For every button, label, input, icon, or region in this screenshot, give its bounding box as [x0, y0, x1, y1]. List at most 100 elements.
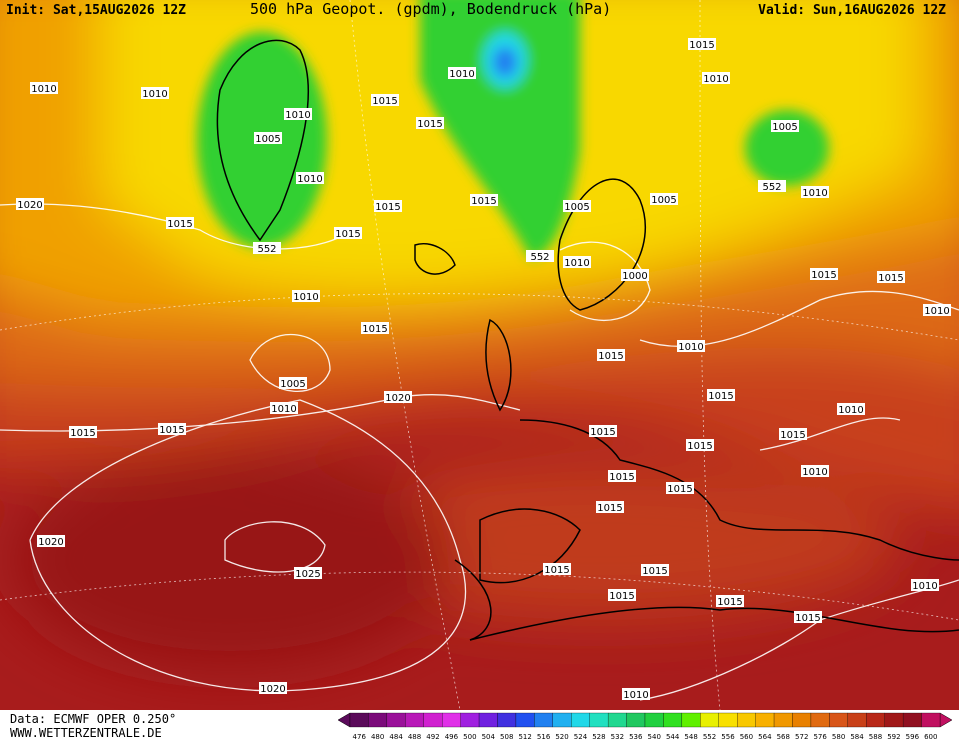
isobar-labels: 1010 1010 1010 1005 1010 1015 1020 552 1010 1015 1…: [16, 38, 951, 701]
isobar-label-bg: [384, 391, 412, 403]
isobar-label-bg: [253, 242, 281, 254]
colorbar-label: 576: [813, 733, 827, 741]
isobar-label-bg: [758, 180, 786, 192]
isobar-label-bg: [563, 200, 591, 212]
colorbar-label: 580: [832, 733, 845, 741]
isobar-label-bg: [608, 589, 636, 601]
isobar-label-bg: [416, 117, 444, 129]
isobar-label-bg: [543, 563, 571, 575]
isobar-label: 552: [530, 252, 549, 263]
site-url: WWW.WETTERZENTRALE.DE: [10, 726, 162, 740]
isobar-label: 1015: [609, 472, 634, 483]
isobar-label-bg: [771, 120, 799, 132]
isobar-label-bg: [801, 465, 829, 477]
colorbar-label: 544: [666, 733, 680, 741]
colorbar-swatch: [405, 712, 424, 728]
colorbar: 476 480 484 488 492 496 500 504 508 512 516 520 524 5…: [337, 712, 953, 741]
colorbar-label: 492: [426, 733, 439, 741]
isobar-label-bg: [877, 271, 905, 283]
isobar-label-bg: [707, 389, 735, 401]
colorbar-swatch: [534, 712, 553, 728]
isobar-label: 1015: [70, 428, 95, 439]
valid-time: Valid: Sun,16AUG2026 12Z: [758, 3, 946, 18]
colorbar-label: 524: [574, 733, 588, 741]
colorbar-swatch: [810, 712, 830, 728]
isobar-label: 1015: [689, 40, 714, 51]
isobar-label: 1015: [597, 503, 622, 514]
colorbar-swatch: [515, 712, 535, 728]
colorbar-swatch: [571, 712, 590, 728]
isobar-label-bg: [702, 72, 730, 84]
colorbar-label: 536: [629, 733, 643, 741]
colorbar-swatch: [829, 712, 848, 728]
isobar-label: 1010: [285, 110, 310, 121]
isobar-label-bg: [16, 198, 44, 210]
colorbar-label: 508: [500, 733, 513, 741]
isobar-label: 1015: [642, 566, 667, 577]
isobar-label-bg: [470, 194, 498, 206]
isobar-label: 1010: [838, 405, 863, 416]
colorbar-label: 560: [740, 733, 753, 741]
colorbar-swatch: [423, 712, 443, 728]
isobar-label-bg: [361, 322, 389, 334]
colorbar-label: 588: [869, 733, 882, 741]
isobar-label-bg: [686, 439, 714, 451]
colorbar-label: 600: [924, 733, 937, 741]
colorbar-swatch: [663, 712, 683, 728]
isobar-label-bg: [254, 132, 282, 144]
isobar-label: 1010: [31, 84, 56, 95]
colorbar-label: 584: [850, 733, 864, 741]
isobar-label-bg: [334, 227, 362, 239]
isobar-label: 1010: [678, 342, 703, 353]
isobar-label-bg: [30, 82, 58, 94]
isobar-label: 1015: [667, 484, 692, 495]
isobar-label: 1010: [623, 690, 648, 701]
colorbar-swatch: [718, 712, 738, 728]
colorbar-swatch: [349, 712, 369, 728]
colorbar-swatch: [737, 712, 756, 728]
data-source: Data: ECMWF OPER 0.250°: [10, 712, 176, 726]
isobar-label: 1010: [802, 467, 827, 478]
colorbar-swatch: [589, 712, 609, 728]
isobar-label: 1010: [802, 188, 827, 199]
isobar-label-bg: [371, 94, 399, 106]
isobar-label-bg: [608, 470, 636, 482]
colorbar-label: 476: [353, 733, 367, 741]
isobar-label: 1010: [912, 581, 937, 592]
isobar-label: 1015: [878, 273, 903, 284]
colorbar-swatch: [368, 712, 388, 728]
colorbar-label: 488: [408, 733, 421, 741]
isobar-label-bg: [270, 402, 298, 414]
isobar-label: 1005: [280, 379, 305, 390]
isobar-label: 1010: [142, 89, 167, 100]
isobar-label: 1005: [772, 122, 797, 133]
isobar-label-bg: [779, 428, 807, 440]
colorbar-swatch: [497, 712, 517, 728]
isobar-label: 1010: [449, 69, 474, 80]
isobar-label-bg: [284, 108, 312, 120]
isobar-label: 1015: [795, 613, 820, 624]
colorbar-label: 500: [463, 733, 476, 741]
colorbar-swatch: [902, 712, 922, 728]
isobar-label-bg: [374, 200, 402, 212]
isobar-label-bg: [621, 269, 649, 281]
isobar-label-bg: [448, 67, 476, 79]
isobar-label-bg: [292, 290, 320, 302]
isobar-label: 1010: [297, 174, 322, 185]
isobar-label: 1020: [38, 537, 63, 548]
isobar-label-bg: [794, 611, 822, 623]
colorbar-label: 592: [887, 733, 900, 741]
colorbar-swatch: [773, 712, 793, 728]
colorbar-swatch: [755, 712, 775, 728]
colorbar-label: 520: [555, 733, 568, 741]
isobar-label: 1010: [271, 404, 296, 415]
isobar-label-bg: [259, 682, 287, 694]
colorbar-swatch: [847, 712, 867, 728]
colorbar-swatch: [552, 712, 572, 728]
isobar-label-bg: [563, 256, 591, 268]
isobar-label-bg: [622, 688, 650, 700]
isobar-label: 1015: [159, 425, 184, 436]
isobar-label: 1010: [293, 292, 318, 303]
isobar-label: 1015: [417, 119, 442, 130]
